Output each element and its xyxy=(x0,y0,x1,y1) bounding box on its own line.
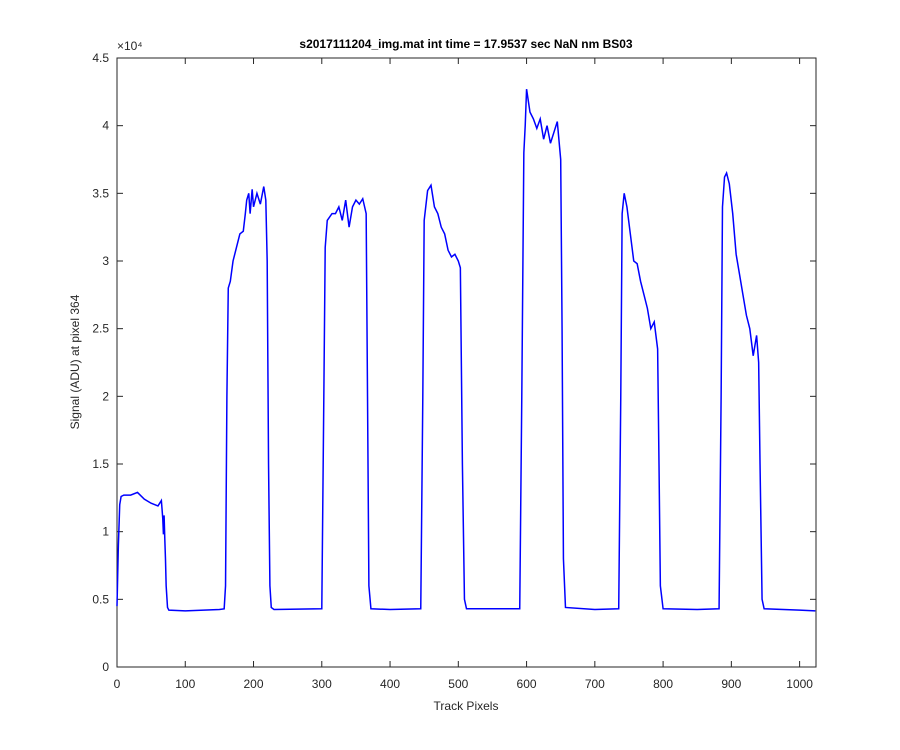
x-tick-label: 800 xyxy=(653,677,673,691)
signal-line xyxy=(116,89,816,612)
x-tick-label: 100 xyxy=(175,677,195,691)
y-exponent-label: ×10⁴ xyxy=(117,39,143,53)
y-tick-label: 2 xyxy=(102,389,109,403)
y-axis-label: Signal (ADU) at pixel 364 xyxy=(68,294,82,429)
y-tick-label: 3.5 xyxy=(92,186,109,200)
y-tick-label: 2.5 xyxy=(92,322,109,336)
x-tick-label: 0 xyxy=(114,677,121,691)
chart-title: s2017111204_img.mat int time = 17.9537 s… xyxy=(299,37,633,51)
y-tick-label: 3 xyxy=(102,254,109,268)
y-tick-label: 0 xyxy=(102,660,109,674)
y-tick-label: 1.5 xyxy=(92,457,109,471)
x-tick-label: 500 xyxy=(448,677,468,691)
x-tick-label: 1000 xyxy=(786,677,813,691)
x-tick-label: 200 xyxy=(244,677,264,691)
x-tick-label: 700 xyxy=(585,677,605,691)
x-axis-label: Track Pixels xyxy=(434,699,499,713)
x-tick-label: 300 xyxy=(312,677,332,691)
x-tick-label: 600 xyxy=(517,677,537,691)
y-tick-label: 4 xyxy=(102,119,109,133)
y-tick-label: 0.5 xyxy=(92,592,109,606)
x-tick-label: 400 xyxy=(380,677,400,691)
x-tick-label: 900 xyxy=(721,677,741,691)
axes-box xyxy=(116,57,817,668)
y-tick-label: 4.5 xyxy=(92,51,109,65)
y-tick-label: 1 xyxy=(102,525,109,539)
